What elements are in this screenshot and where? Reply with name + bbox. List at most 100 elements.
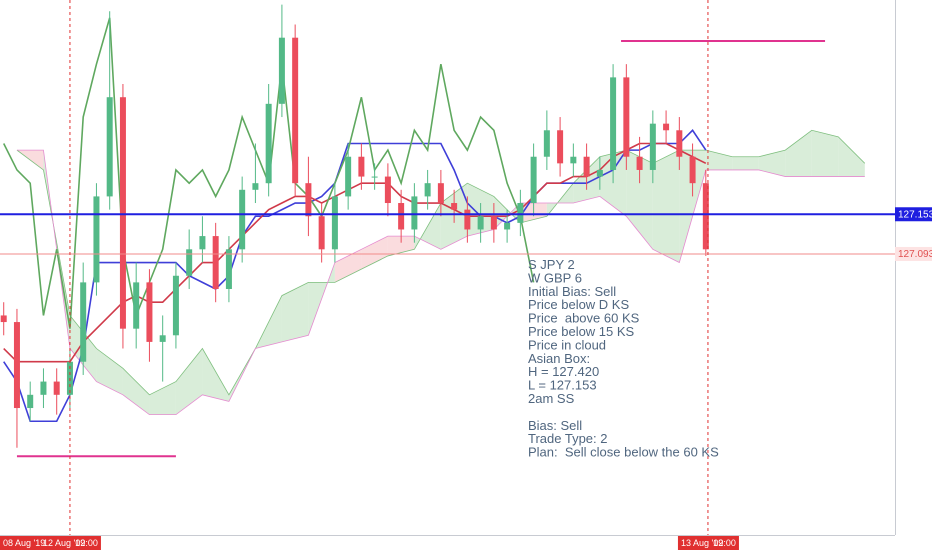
candle-body bbox=[490, 216, 497, 230]
note-line: Price above 60 KS bbox=[528, 311, 640, 326]
cloud-segment bbox=[281, 282, 309, 342]
cloud-segment bbox=[758, 150, 786, 177]
price-label: 127.153 bbox=[898, 209, 932, 220]
candle-body bbox=[530, 156, 537, 204]
cloud-segment bbox=[679, 150, 706, 263]
candle-body bbox=[557, 130, 564, 164]
cloud-segment bbox=[732, 156, 759, 170]
candle-body bbox=[318, 216, 325, 250]
candle-body bbox=[437, 183, 444, 204]
price-label: 127.093 bbox=[898, 249, 932, 260]
candle-body bbox=[583, 156, 590, 177]
price-label-box bbox=[895, 246, 932, 261]
start-label: 08 Aug '19 bbox=[3, 538, 45, 548]
plan-line: Plan: Sell close below the 60 KS bbox=[528, 445, 719, 460]
candle-body bbox=[199, 236, 206, 250]
plan-line: Bias: Sell bbox=[528, 418, 582, 433]
cloud-segment bbox=[122, 368, 150, 415]
candle-body bbox=[80, 282, 87, 362]
cloud-segment bbox=[334, 249, 362, 283]
candle-body bbox=[53, 381, 60, 395]
marker-time: 02:00 bbox=[713, 538, 736, 548]
candle-body bbox=[345, 156, 352, 197]
candle-body bbox=[663, 123, 670, 131]
candle-body bbox=[636, 156, 643, 170]
candle-body bbox=[384, 176, 391, 204]
cloud-segment bbox=[308, 262, 335, 336]
cloud-span bbox=[16, 149, 865, 416]
price-label-box bbox=[895, 207, 932, 222]
note-line: Price below 15 KS bbox=[528, 324, 635, 339]
candle-body bbox=[543, 130, 550, 157]
candle-body bbox=[477, 216, 484, 230]
marker-time: 02:00 bbox=[75, 538, 98, 548]
candle-body bbox=[0, 315, 7, 323]
candle-body bbox=[305, 183, 312, 217]
cloud-segment bbox=[96, 348, 123, 395]
candle-body bbox=[371, 176, 378, 178]
candle-body bbox=[278, 37, 285, 104]
candle-body bbox=[239, 189, 246, 250]
candle-body bbox=[27, 394, 34, 409]
candle-body bbox=[570, 156, 577, 164]
candle-body bbox=[689, 156, 696, 184]
candle-body bbox=[517, 203, 524, 223]
cloud-segment bbox=[599, 150, 627, 217]
candle-body bbox=[358, 156, 365, 177]
candle-body bbox=[119, 97, 126, 329]
cloud-segment bbox=[149, 381, 176, 415]
candle-body bbox=[411, 196, 418, 230]
note-line: Price in cloud bbox=[528, 337, 606, 352]
candle-body bbox=[172, 275, 179, 336]
candle-body bbox=[610, 77, 617, 170]
candle-body bbox=[623, 77, 630, 157]
cloud-segment bbox=[838, 136, 865, 177]
candle-body bbox=[106, 97, 113, 197]
cloud-segment bbox=[202, 348, 229, 402]
candle-body bbox=[13, 322, 20, 409]
note-line: S JPY 2 bbox=[528, 257, 575, 272]
note-line: W GBP 6 bbox=[528, 270, 582, 285]
candle-body bbox=[596, 169, 603, 177]
candle-body bbox=[265, 103, 272, 184]
candle-body bbox=[133, 282, 140, 329]
candle-body bbox=[649, 123, 656, 170]
candle-body bbox=[504, 222, 511, 230]
note-line: Initial Bias: Sell bbox=[528, 284, 616, 299]
marker-date: 13 Aug '19 bbox=[681, 538, 723, 548]
note-line: H = 127.420 bbox=[528, 364, 599, 379]
candle-body bbox=[225, 249, 232, 289]
cloud-segment bbox=[361, 236, 388, 270]
cloud-segment bbox=[652, 150, 680, 263]
candle-body bbox=[292, 37, 299, 184]
candle-body bbox=[676, 130, 683, 157]
candle-body bbox=[212, 236, 219, 289]
candle-body bbox=[451, 203, 458, 210]
candle-body bbox=[146, 282, 153, 342]
candle-body bbox=[424, 183, 431, 197]
cloud-segment bbox=[785, 130, 812, 177]
candle-body bbox=[186, 249, 193, 276]
candle-body bbox=[331, 196, 338, 250]
note-line: Price below D KS bbox=[528, 297, 629, 312]
candle-body bbox=[93, 196, 100, 283]
candle-body bbox=[464, 209, 471, 230]
marker-label-box bbox=[39, 536, 101, 550]
cloud-segment bbox=[811, 130, 839, 177]
cloud-segment bbox=[626, 150, 653, 250]
marker-label-box bbox=[677, 536, 739, 550]
plan-line: Trade Type: 2 bbox=[528, 431, 608, 446]
note-line: 2am SS bbox=[528, 391, 575, 406]
start-label-box bbox=[0, 536, 40, 550]
note-line: Asian Box: bbox=[528, 351, 590, 366]
cloud-segment bbox=[175, 348, 203, 415]
marker-date: 12 Aug '19 bbox=[43, 538, 85, 548]
candle-body bbox=[702, 183, 709, 250]
candle-body bbox=[398, 203, 405, 230]
note-line: L = 127.153 bbox=[528, 378, 597, 393]
candle-body bbox=[252, 183, 259, 190]
candle-body bbox=[40, 381, 47, 395]
